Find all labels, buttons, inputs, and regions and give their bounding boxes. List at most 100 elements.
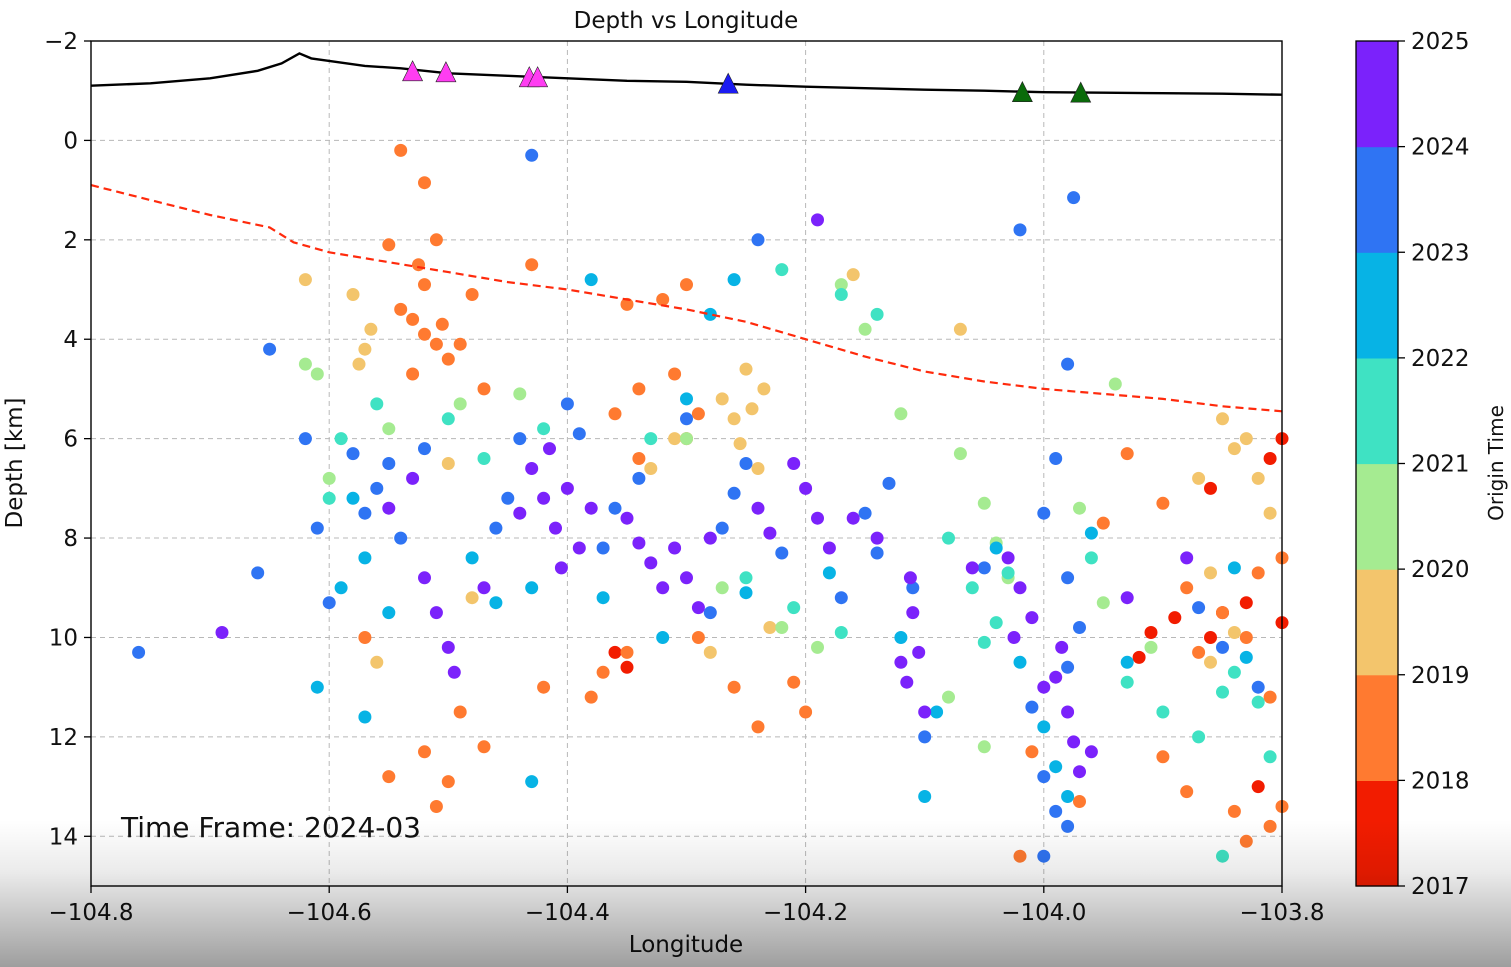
data-point-2018 xyxy=(429,337,443,351)
data-point-2023 xyxy=(739,457,753,470)
data-point-2023 xyxy=(1216,640,1229,654)
data-point-2018 xyxy=(477,382,491,396)
colorbar-tick-label: 2019 xyxy=(1411,663,1470,689)
data-point-2019 xyxy=(757,382,771,396)
reference-dashed-line xyxy=(90,184,1283,413)
data-point-2018 xyxy=(465,288,479,301)
data-point-2022 xyxy=(727,273,741,287)
x-axis-ticks: −104.8 −104.6 −104.4 −104.2 −104.0 −103.8 xyxy=(48,886,1325,926)
data-point-2018 xyxy=(441,352,455,366)
data-point-2019 xyxy=(1204,566,1217,580)
data-point-2020 xyxy=(834,278,848,292)
data-point-2018 xyxy=(429,800,443,813)
data-point-2022 xyxy=(310,680,324,694)
data-point-2018 xyxy=(525,258,539,272)
station-marker xyxy=(1011,81,1033,102)
data-point-2024 xyxy=(918,705,932,719)
data-point-2023 xyxy=(1061,660,1075,674)
data-point-2023 xyxy=(382,457,396,470)
data-point-2019 xyxy=(298,273,312,287)
data-point-2024 xyxy=(691,601,705,615)
data-point-2018 xyxy=(358,631,372,644)
data-point-2019 xyxy=(1227,626,1241,639)
data-point-2024 xyxy=(1013,581,1027,595)
data-point-2021 xyxy=(1227,665,1241,679)
data-point-2024 xyxy=(1061,705,1075,719)
topography-line xyxy=(90,52,1283,96)
data-point-2020 xyxy=(513,387,527,401)
data-point-2021 xyxy=(870,307,884,321)
data-point-2023 xyxy=(1013,223,1027,237)
data-point-2018 xyxy=(382,238,396,252)
data-point-2021 xyxy=(1120,675,1134,689)
y-tick-label: 4 xyxy=(63,327,78,353)
y-tick-label: 8 xyxy=(63,526,78,552)
data-point-2021 xyxy=(370,397,384,411)
data-point-2023 xyxy=(1073,621,1086,634)
data-point-2021 xyxy=(1156,705,1170,719)
data-point-2022 xyxy=(489,596,503,610)
data-point-2023 xyxy=(751,233,765,247)
chart-title: Depth vs Longitude xyxy=(574,8,799,34)
colorbar-band xyxy=(1356,463,1398,570)
data-point-2018 xyxy=(394,143,408,157)
station-markers xyxy=(402,60,1092,103)
colorbar-band xyxy=(1356,357,1398,465)
data-point-2018 xyxy=(1013,849,1027,863)
data-point-2022 xyxy=(1061,790,1075,803)
data-point-2019 xyxy=(733,437,747,451)
data-point-2023 xyxy=(298,432,312,446)
data-point-2019 xyxy=(370,655,384,669)
data-point-2018 xyxy=(668,367,682,381)
data-point-2021 xyxy=(1216,685,1229,699)
data-point-2024 xyxy=(406,471,420,485)
data-point-2018 xyxy=(537,680,551,694)
data-point-2023 xyxy=(834,591,848,605)
data-point-2023 xyxy=(1192,601,1206,615)
data-point-2018 xyxy=(584,690,598,704)
data-point-2023 xyxy=(358,506,372,520)
data-point-2023 xyxy=(870,546,884,560)
data-point-2017 xyxy=(1132,650,1146,664)
data-point-2019 xyxy=(953,322,967,336)
data-point-2024 xyxy=(811,213,824,227)
x-tick-label: −103.8 xyxy=(1239,900,1324,926)
data-point-2020 xyxy=(858,322,872,336)
data-point-2017 xyxy=(608,645,622,659)
data-point-2021 xyxy=(1216,849,1229,863)
station-marker xyxy=(1070,81,1092,103)
colorbar-tick-label: 2017 xyxy=(1411,874,1470,900)
data-point-2017 xyxy=(1251,780,1265,794)
data-point-2024 xyxy=(382,501,396,515)
colorbar-tick-label: 2021 xyxy=(1411,452,1470,478)
data-point-2023 xyxy=(906,581,920,595)
data-point-2021 xyxy=(775,263,789,277)
data-point-2020 xyxy=(894,407,908,421)
data-point-2021 xyxy=(834,626,848,639)
data-point-2020 xyxy=(977,740,991,754)
data-point-2024 xyxy=(846,511,860,525)
data-point-2022 xyxy=(525,775,539,789)
data-point-2019 xyxy=(846,268,860,282)
data-point-2022 xyxy=(358,710,372,724)
data-point-2018 xyxy=(394,302,408,316)
data-point-2019 xyxy=(346,288,360,301)
data-point-2024 xyxy=(763,526,777,540)
data-point-2024 xyxy=(1001,551,1015,565)
data-point-2018 xyxy=(1216,606,1229,620)
data-point-2023 xyxy=(1061,357,1075,371)
data-point-2023 xyxy=(322,596,336,610)
y-tick-label: 0 xyxy=(63,128,78,154)
data-point-2018 xyxy=(1227,804,1241,818)
plot-frame xyxy=(90,40,1283,887)
data-point-2022 xyxy=(1227,561,1241,575)
data-point-2020 xyxy=(811,640,824,654)
data-point-2018 xyxy=(1120,447,1134,461)
x-axis-label: Longitude xyxy=(629,932,743,958)
data-point-2024 xyxy=(1084,745,1098,759)
data-point-2020 xyxy=(1073,501,1086,515)
data-point-2021 xyxy=(334,432,348,446)
colorbar-tick-label: 2023 xyxy=(1411,240,1470,266)
data-point-2023 xyxy=(715,521,729,535)
data-point-2021 xyxy=(787,601,801,615)
